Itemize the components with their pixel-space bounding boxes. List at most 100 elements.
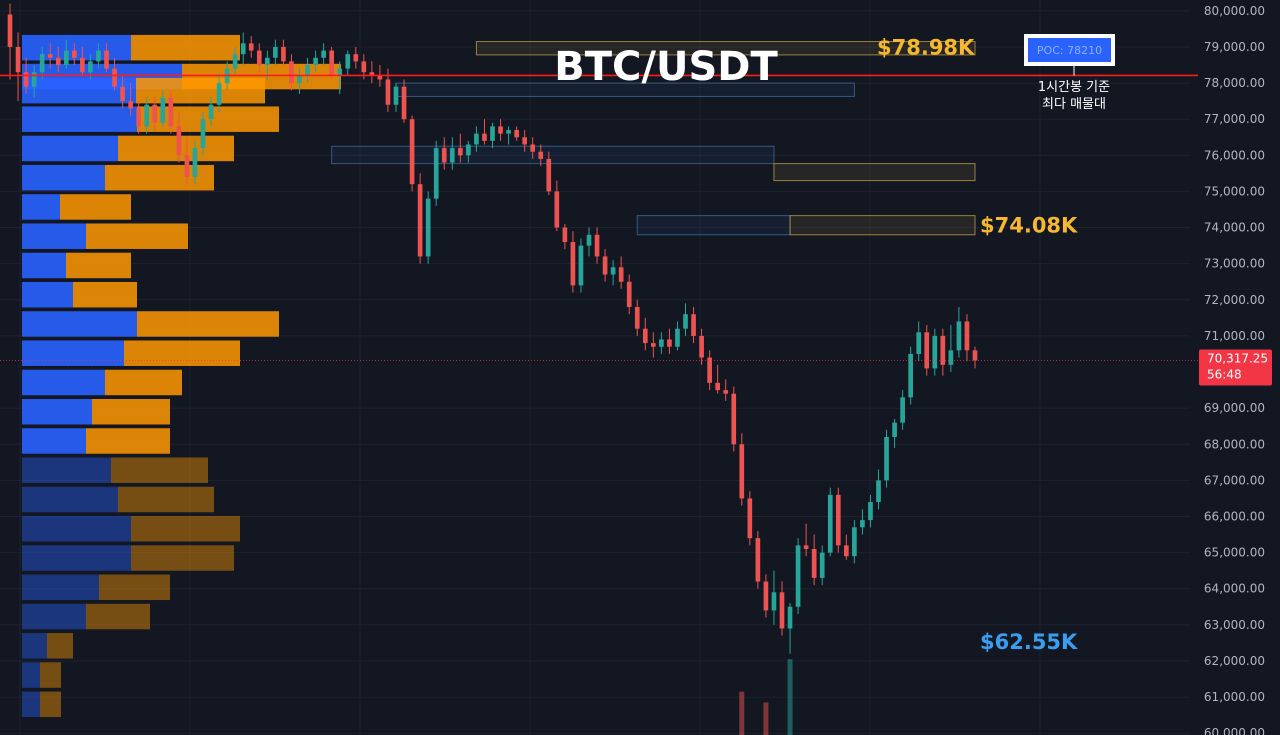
candle-body [47, 54, 53, 58]
candle-body [651, 343, 656, 347]
candle-body [642, 328, 648, 344]
candle-body [747, 498, 753, 539]
candle-body [361, 61, 367, 73]
candle-body [313, 57, 318, 66]
y-tick-label: 60,000.00 [1204, 726, 1265, 735]
profile-sell-bar [86, 428, 170, 454]
candle-body [248, 43, 254, 51]
y-tick-label: 62,000.00 [1204, 654, 1265, 668]
candle-body [827, 494, 833, 553]
profile-buy-bar [22, 662, 40, 688]
candle-body [634, 307, 640, 329]
candle-body [932, 335, 938, 369]
candle-body [739, 444, 745, 499]
profile-sell-bar [105, 164, 214, 191]
candle-body [417, 184, 423, 257]
candle-body [514, 130, 519, 138]
y-tick-label: 80,000.00 [1204, 4, 1265, 18]
candle-body [329, 50, 334, 76]
candle-body [586, 234, 592, 246]
profile-buy-bar [22, 106, 137, 132]
profile-sell-bar [131, 545, 234, 571]
candle-body [466, 144, 471, 156]
candle-body [377, 75, 383, 80]
candle-body [562, 227, 568, 242]
current-price-label: 70,317.25 [1207, 352, 1268, 366]
profile-buy-bar [22, 398, 92, 425]
poc-badge[interactable]: POC: 78210 [1024, 34, 1115, 66]
profile-buy-bar [22, 603, 86, 630]
price-zone [773, 163, 976, 182]
candle-body [844, 545, 849, 557]
candles [7, 3, 978, 654]
poc-note-line2: 최다 매물대 [1042, 97, 1106, 112]
profile-buy-bar [22, 486, 118, 513]
candle-body [538, 151, 544, 159]
profile-buy-bar [22, 135, 118, 162]
candle-body [425, 198, 431, 257]
candle-body [924, 332, 930, 369]
y-tick-label: 69,000.00 [1204, 401, 1265, 415]
profile-sell-bar [137, 106, 279, 132]
y-tick-label: 72,000.00 [1204, 293, 1265, 307]
candle-body [136, 108, 141, 127]
y-tick-label: 71,000.00 [1204, 329, 1265, 343]
candle-body [458, 148, 463, 156]
candle-body [55, 57, 61, 66]
y-tick-label: 68,000.00 [1204, 437, 1265, 451]
profile-buy-bar [22, 252, 66, 279]
candle-body [707, 357, 712, 383]
profile-sell-bar [47, 633, 73, 659]
profile-sell-bar [131, 34, 240, 61]
volume-bar [763, 702, 769, 735]
candle-body [273, 46, 278, 58]
profile-buy-bar [22, 340, 124, 366]
candle-body [265, 57, 270, 66]
candle-body [755, 538, 761, 582]
candle-body [667, 339, 672, 347]
profile-sell-bar [66, 252, 131, 279]
poc-label: POC: 78210 [1037, 44, 1102, 57]
candle-body [160, 97, 166, 123]
profile-buy-bar [22, 311, 137, 337]
profile-sell-bar [136, 77, 265, 104]
candle-body [948, 350, 954, 365]
y-tick-label: 66,000.00 [1204, 509, 1265, 523]
profile-sell-bar [131, 516, 240, 542]
candle-body [972, 350, 978, 361]
candle-body [482, 133, 487, 141]
profile-sell-bar [73, 281, 137, 308]
profile-sell-bar [118, 135, 234, 162]
level-label: $62.55K [980, 630, 1078, 654]
candle-body [281, 46, 286, 62]
y-tick-label: 75,000.00 [1204, 184, 1265, 198]
candle-body [152, 104, 158, 123]
poc-note-line1: 1시간봉 기준 [1038, 80, 1110, 95]
profile-buy-bar [22, 369, 105, 396]
candle-body [305, 65, 310, 76]
profile-buy-bar [22, 633, 47, 659]
candle-body [546, 158, 552, 192]
candle-body [795, 545, 801, 607]
profile-buy-bar [22, 545, 131, 571]
candle-body [964, 321, 970, 351]
candle-body [31, 72, 37, 87]
chart-title: BTC/USDT [554, 44, 778, 90]
candle-body [618, 267, 624, 282]
candle-body [675, 328, 680, 347]
candle-body [626, 281, 632, 308]
candle-body [779, 592, 785, 629]
candle-body [240, 43, 246, 55]
candle-body [474, 133, 479, 145]
candle-body [80, 57, 85, 73]
profile-buy-bar [22, 194, 60, 220]
candle-body [570, 241, 576, 286]
candle-body [176, 126, 182, 156]
profile-sell-bar [137, 311, 279, 337]
candle-body [506, 130, 511, 134]
candle-body [353, 54, 359, 62]
candle-body [819, 552, 825, 578]
candle-body [104, 50, 109, 69]
y-tick-label: 65,000.00 [1204, 546, 1265, 560]
price-axis: 80,000.00 79,000.00 78,000.00 77,000.00 76,0… [1204, 4, 1265, 735]
